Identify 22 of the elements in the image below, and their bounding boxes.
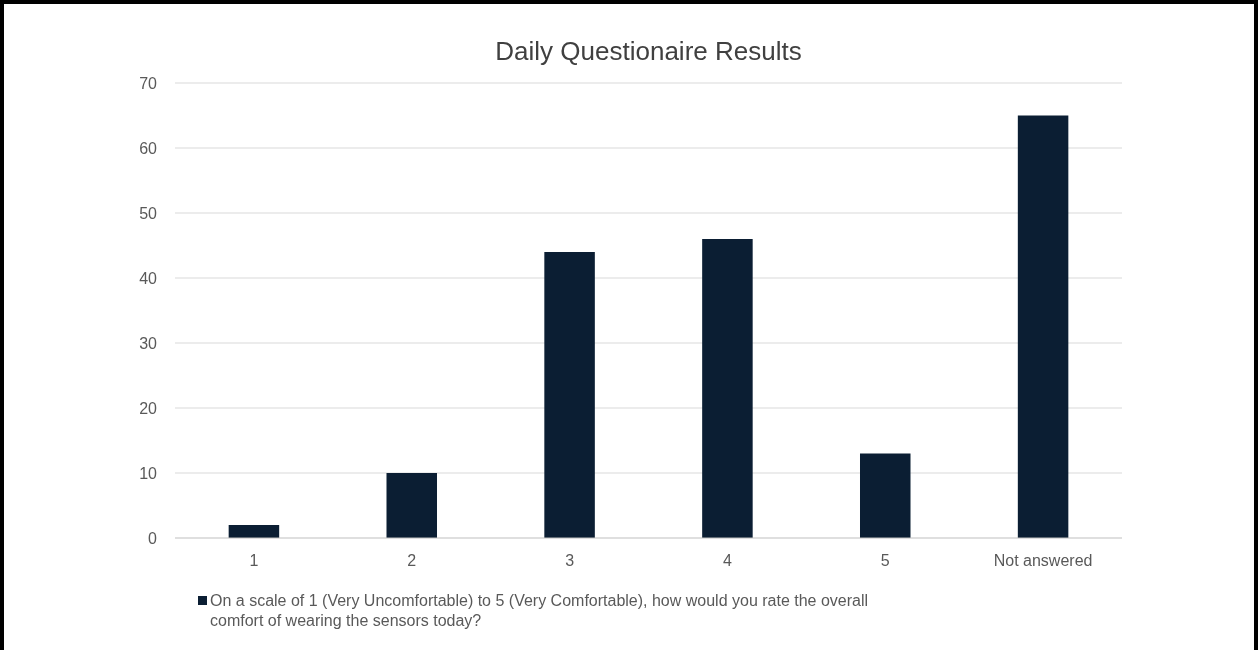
y-tick-label: 10 [139,464,158,482]
y-tick-label: 0 [148,529,158,547]
y-tick-label: 60 [139,139,158,157]
y-tick-label: 70 [139,74,158,92]
y-tick-label: 40 [139,269,158,287]
x-tick-label: 3 [565,552,575,569]
x-tick-label: 4 [722,552,732,569]
y-tick-label: 20 [139,399,158,417]
x-tick-label: 5 [880,552,890,569]
bar [386,473,437,538]
bar [702,239,753,538]
x-tick-label: Not answered [993,552,1093,569]
y-tick-label: 50 [139,204,158,222]
x-tick-label: 2 [407,552,417,569]
x-tick-label: 1 [249,552,259,569]
bar [860,453,911,538]
chart-title: Daily Questionaire Results [495,36,802,66]
bar [544,252,595,538]
bar [1017,115,1069,538]
y-tick-label: 30 [139,334,158,352]
bar [228,525,280,538]
legend-label: On a scale of 1 (Very Uncomfortable) to 5 (Very Comfortable), how would you rate the overall comfort of wearing the sensors today? [210,592,869,629]
